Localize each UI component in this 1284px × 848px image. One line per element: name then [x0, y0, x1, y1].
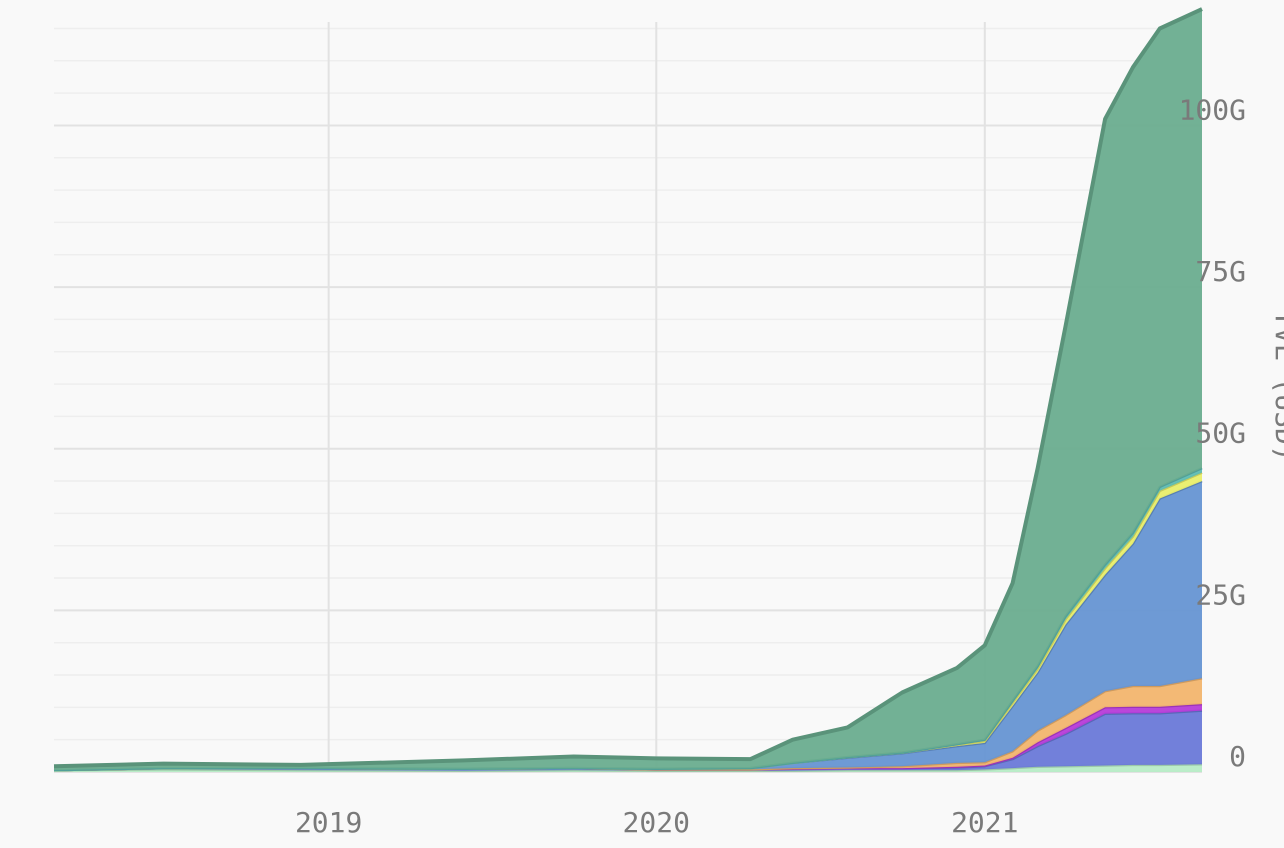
x-tick-label: 2021	[951, 806, 1018, 839]
y-tick-label: 50G	[1195, 417, 1246, 450]
y-axis-title: TVL (USD)	[1269, 310, 1284, 462]
stacked-areas	[53, 7, 1203, 772]
x-tick-label: 2019	[295, 806, 362, 839]
y-tick-label: 100G	[1179, 93, 1246, 126]
area-series-line-7	[53, 7, 1203, 769]
gridlines	[54, 22, 1202, 773]
area-series-1	[54, 710, 1202, 771]
y-tick-label: 0	[1229, 740, 1246, 773]
x-tick-label: 2020	[623, 806, 690, 839]
x-axis-tick-labels: 2019 2020 2021	[295, 806, 1019, 839]
y-tick-label: 75G	[1195, 255, 1246, 288]
area-series-0	[54, 764, 1202, 772]
y-tick-label: 25G	[1195, 578, 1246, 611]
area-series-7	[54, 9, 1202, 771]
y-axis-tick-labels: 0 25G 50G 75G 100G	[1179, 93, 1246, 773]
